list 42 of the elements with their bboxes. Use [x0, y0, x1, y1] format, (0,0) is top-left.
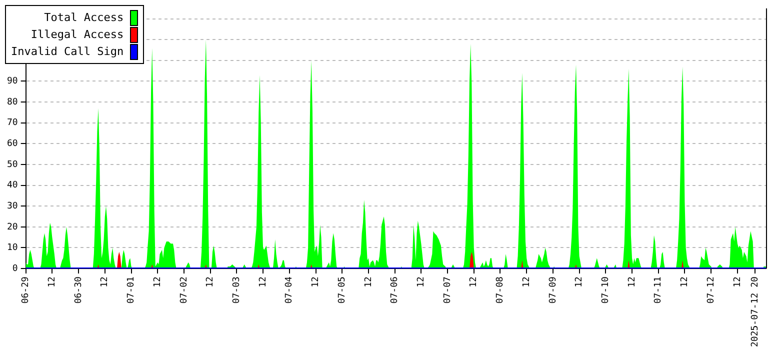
x-tick-label: 07-07 [442, 276, 453, 304]
y-tick-label: 30 [6, 201, 18, 212]
x-tick-label: 07-09 [548, 276, 558, 304]
x-tick-label: 12 [732, 276, 743, 288]
x-tick-label: 07-01 [126, 276, 137, 304]
x-tick-label: 12 [311, 276, 322, 288]
x-tick-label: 07-04 [284, 276, 295, 304]
x-tick-label: 07-05 [337, 276, 348, 304]
y-tick-label: 0 [12, 264, 18, 274]
y-tick-label: 50 [6, 160, 18, 170]
x-tick-label: 12 [364, 276, 374, 288]
x-tick-label: 07-12 [706, 276, 716, 304]
x-tick-label: 12 [416, 276, 427, 288]
x-tick-label: 12 [574, 276, 585, 288]
y-tick-label: 40 [6, 180, 18, 191]
x-tick-label: 12 [469, 276, 480, 288]
y-tick-label: 20 [6, 222, 18, 232]
x-tick-label: 07-11 [654, 276, 664, 304]
y-tick-label: 90 [6, 76, 18, 87]
y-tick-label: 80 [6, 97, 18, 108]
y-tick-label: 60 [6, 139, 18, 150]
x-tick-label: 07-02 [179, 276, 190, 304]
x-tick-label: 07-06 [390, 276, 400, 304]
x-tick-label: 06-30 [74, 276, 84, 304]
x-tick-label: 12 [152, 276, 163, 288]
x-tick-label: 07-08 [496, 276, 506, 304]
x-tick-label: 07-03 [232, 276, 242, 304]
y-tick-label: 70 [6, 118, 18, 128]
y-tick-label: 10 [6, 243, 18, 254]
x-tick-label: 12 [680, 276, 690, 288]
x-tick-label: 12 [48, 276, 58, 288]
x-tick-label: 12 [627, 276, 638, 288]
x-tick-label: 07-10 [601, 276, 612, 304]
x-tick-label: 2025-07-12 20 [750, 276, 760, 348]
x-tick-label: 12 [522, 276, 532, 288]
x-tick-label: 12 [206, 276, 216, 288]
x-tick-label: 06-29 [21, 276, 32, 304]
legend-label: Total Access [44, 10, 124, 26]
legend-label: Illegal Access [30, 27, 124, 43]
legend-label: Invalid Call Sign [11, 44, 124, 60]
x-tick-label: 12 [258, 276, 268, 288]
x-tick-label: 12 [100, 276, 110, 288]
